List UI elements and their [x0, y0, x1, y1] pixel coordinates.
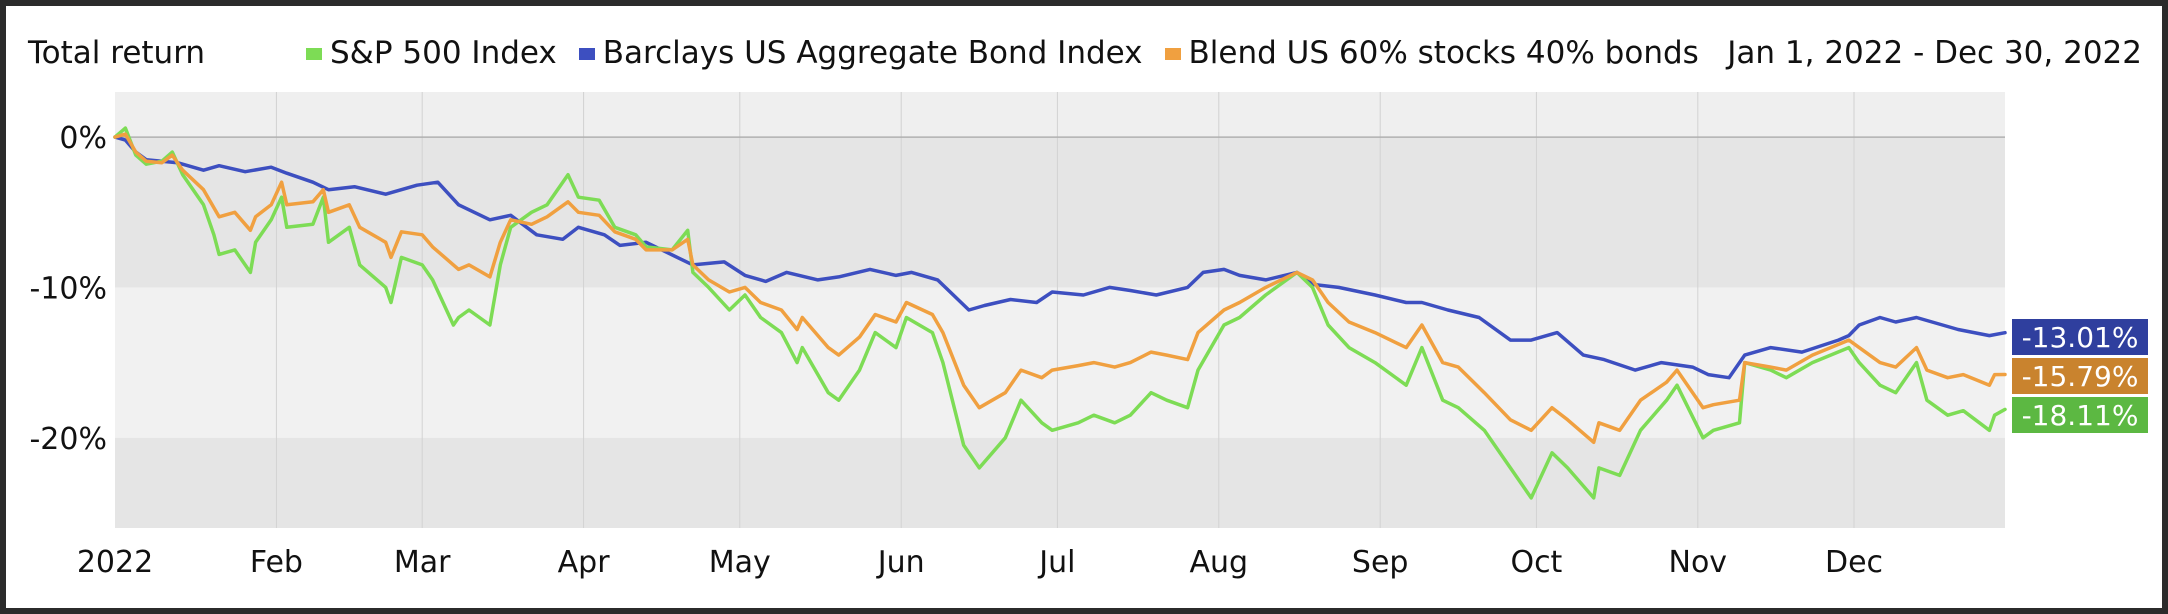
- legend-label-blend: Blend US 60% stocks 40% bonds: [1188, 35, 1699, 71]
- end-label-bonds: -13.01%: [2022, 321, 2139, 354]
- x-tick-label: Dec: [1825, 545, 1883, 580]
- line-chart: 0% -10% -20% 2022 Feb Mar Apr May Jun Jul Aug Sep O…: [29, 92, 2148, 580]
- y-tick-label: -20%: [29, 422, 107, 457]
- legend-item-blend[interactable]: Blend US 60% stocks 40% bonds: [1164, 35, 1699, 71]
- y-tick-label: 0%: [59, 121, 107, 156]
- legend-item-bonds[interactable]: Barclays US Aggregate Bond Index: [578, 35, 1143, 71]
- y-axis-ticks: 0% -10% -20%: [29, 121, 107, 457]
- end-label-box-bonds: [2012, 319, 2148, 355]
- end-label-box-blend: [2012, 358, 2148, 394]
- end-label-blend: -15.79%: [2022, 360, 2139, 393]
- legend: S&P 500 Index Barclays US Aggregate Bond…: [306, 38, 1721, 69]
- chart-card: Total return S&P 500 Index Barclays US A…: [6, 6, 2162, 608]
- legend-swatch-bonds: [578, 47, 595, 60]
- plot-band: [115, 92, 2005, 138]
- y-tick-label: -10%: [29, 271, 107, 306]
- end-label-sp500: -18.11%: [2022, 399, 2139, 432]
- x-tick-label: Nov: [1669, 545, 1728, 580]
- plot-background: [115, 92, 2005, 528]
- end-label-box-sp500: [2012, 397, 2148, 433]
- vertical-gridlines: [275, 92, 1855, 528]
- legend-label-sp500: S&P 500 Index: [330, 35, 557, 71]
- x-tick-label: Jul: [1037, 545, 1075, 580]
- end-value-labels: -18.11% -13.01% -15.79%: [2012, 319, 2148, 433]
- plot-band: [115, 437, 2005, 528]
- x-tick-label: Feb: [250, 545, 303, 580]
- series-lines: [113, 126, 2007, 500]
- x-tick-label: 2022: [77, 545, 153, 580]
- legend-label-bonds: Barclays US Aggregate Bond Index: [602, 35, 1143, 71]
- chart-title: Total return: [28, 35, 206, 71]
- x-tick-label: Oct: [1510, 545, 1562, 580]
- x-tick-label: Aug: [1190, 545, 1249, 580]
- legend-item-sp500[interactable]: S&P 500 Index: [306, 38, 557, 69]
- x-tick-label: Jun: [876, 545, 925, 580]
- series-line-sp500: [113, 126, 2007, 500]
- x-tick-label: Apr: [558, 545, 611, 580]
- x-axis-ticks: 2022 Feb Mar Apr May Jun Jul Aug Sep Oct Nov Dec: [77, 545, 1883, 580]
- series-line-bonds: [113, 135, 2007, 380]
- series-line-blend: [113, 132, 2007, 445]
- date-range: Jan 1, 2022 - Dec 30, 2022: [1727, 35, 2142, 71]
- x-tick-label: Sep: [1352, 545, 1409, 580]
- plot-band: [115, 287, 2005, 438]
- x-tick-label: May: [709, 545, 771, 580]
- legend-swatch-sp500: [306, 47, 322, 60]
- legend-swatch-blend: [1164, 47, 1181, 60]
- plot-band: [115, 137, 2005, 288]
- x-tick-label: Mar: [394, 545, 451, 580]
